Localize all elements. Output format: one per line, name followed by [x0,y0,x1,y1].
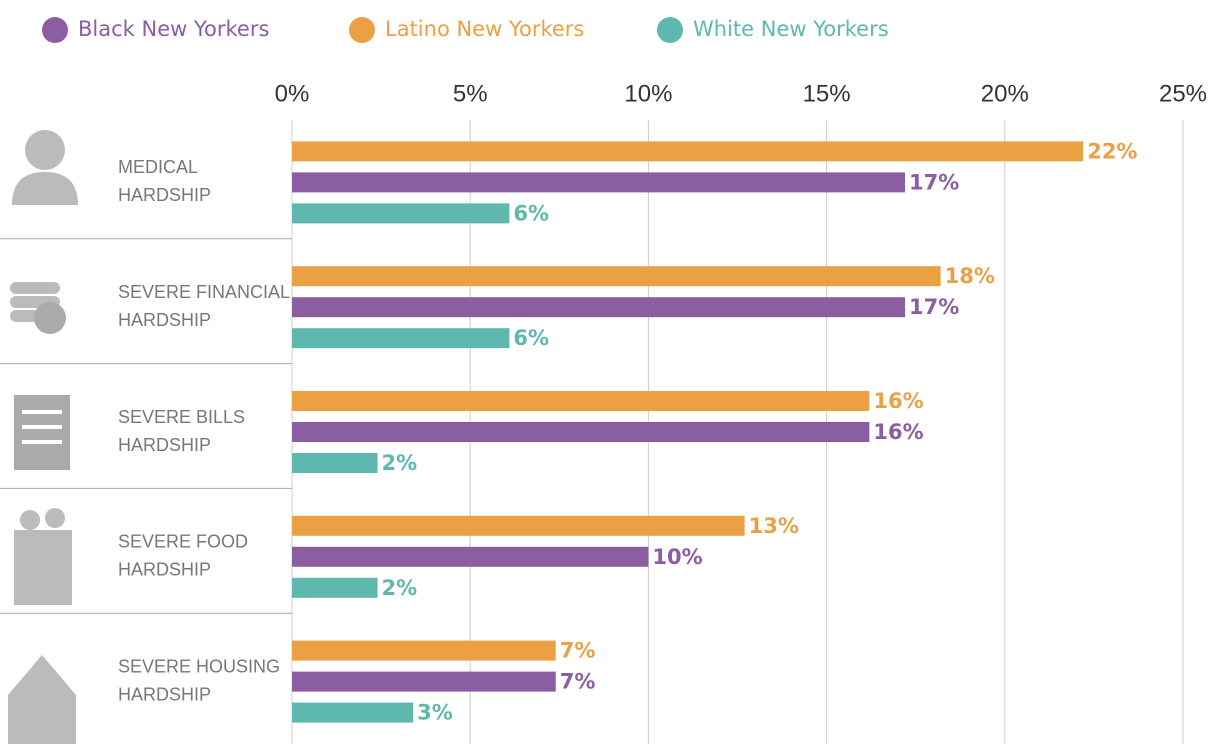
y-tick-label: HARDSHIP [118,310,211,330]
food-icon [14,508,72,605]
legend-label: White New Yorkers [693,17,889,41]
bar [292,671,556,692]
y-tick-label: HARDSHIP [118,435,211,455]
value-label: 6% [513,201,549,225]
value-label: 13% [749,514,799,538]
bar [292,141,1084,162]
value-label: 18% [945,264,995,288]
value-label: 7% [560,639,596,663]
x-tick-label: 5% [453,80,488,107]
x-tick-label: 25% [1159,80,1207,107]
value-label: 3% [417,701,453,725]
bar [292,203,510,224]
y-tick-label: SEVERE FOOD [118,532,248,552]
bar [292,577,378,598]
y-tick-label: MEDICAL [118,157,198,177]
icons [8,130,78,744]
legend-label: Latino New Yorkers [385,17,584,41]
value-label: 16% [873,389,923,413]
x-tick-label: 0% [275,80,310,107]
value-label: 7% [560,670,596,694]
medical-icon [12,130,78,205]
value-label: 22% [1087,139,1137,163]
bar [292,453,378,473]
bar [292,328,510,349]
x-tick-label: 20% [981,80,1029,107]
house-icon [8,655,76,744]
bar [292,391,870,411]
x-tick-label: 10% [624,80,672,107]
value-label: 2% [382,451,418,475]
value-label: 17% [909,170,959,194]
y-tick-label: SEVERE FINANCIAL [118,282,290,302]
bills-icon [14,395,70,470]
value-label: 17% [909,295,959,319]
legend-dot [42,17,68,43]
y-tick-label: HARDSHIP [118,684,211,704]
bar [292,172,906,193]
bar [292,297,906,318]
value-label: 6% [513,326,549,350]
value-label: 2% [382,576,418,600]
money-icon [10,282,66,334]
y-tick-label: SEVERE HOUSING [118,656,280,676]
y-tick-label: HARDSHIP [118,560,211,580]
legend-dot [657,17,683,43]
legend-dot [349,17,375,43]
y-tick-label: HARDSHIP [118,185,211,205]
y-tick-label: SEVERE BILLS [118,407,245,427]
bar [292,422,870,442]
x-tick-label: 15% [803,80,851,107]
value-label: 16% [873,420,923,444]
legend-label: Black New Yorkers [78,17,269,41]
bar [292,702,414,723]
bar [292,515,745,536]
bar [292,546,649,567]
value-label: 10% [652,545,702,569]
bar [292,640,556,661]
bar [292,266,941,287]
